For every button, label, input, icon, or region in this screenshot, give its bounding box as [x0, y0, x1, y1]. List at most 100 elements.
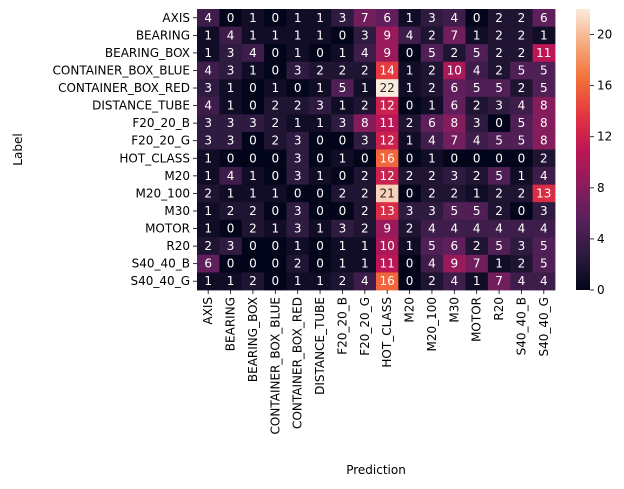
cell-value-label: 3	[316, 99, 324, 113]
heatmap-cell	[197, 167, 220, 186]
colorbar-ticks: 0 4 8 12 16 20	[590, 28, 612, 297]
heatmap-cell	[308, 184, 332, 203]
cell-value-label: 4	[361, 46, 369, 60]
cell-value-label: 4	[450, 11, 458, 25]
cell-value-label: 2	[518, 81, 526, 95]
heatmap-cell	[353, 149, 377, 168]
heatmap-cell	[465, 167, 489, 186]
heatmap-cell	[331, 9, 355, 27]
heatmap-cell	[398, 184, 422, 203]
cell-value-label: 2	[316, 63, 324, 77]
cell-value-label: 4	[204, 63, 212, 77]
cell-value-label: 0	[271, 274, 279, 288]
heatmap-cell	[331, 167, 355, 186]
cell-value-label: 1	[249, 63, 257, 77]
cell-value-label: 2	[361, 99, 369, 113]
cell-value-label: 0	[316, 46, 324, 60]
heatmap-cell	[510, 96, 534, 115]
cell-value-label: 2	[406, 169, 414, 183]
cell-value-label: 0	[227, 151, 235, 165]
heatmap-cell	[286, 202, 310, 221]
cell-value-label: 1	[473, 274, 481, 288]
heatmap-cell	[510, 202, 534, 221]
cell-value-label: 5	[428, 239, 436, 253]
heatmap-cell	[353, 202, 377, 221]
cell-value-label: 0	[249, 151, 257, 165]
cell-value-label: 2	[339, 63, 347, 77]
heatmap-cell	[353, 44, 377, 63]
heatmap-cell	[308, 167, 332, 186]
heatmap-cell	[286, 44, 310, 63]
cell-value-label: 3	[339, 222, 347, 236]
cell-value-label: 1	[271, 222, 279, 236]
cell-value-label: 1	[339, 99, 347, 113]
cell-value-label: 2	[495, 46, 503, 60]
cell-value-label: 3	[227, 63, 235, 77]
heatmap-cell	[264, 254, 287, 273]
heatmap-cell	[443, 219, 466, 238]
heatmap-cell	[376, 96, 399, 115]
cell-value-label: 2	[249, 204, 257, 218]
cell-value-label: 11	[536, 46, 551, 60]
heatmap-cell	[532, 114, 556, 133]
heatmap-cell	[241, 149, 265, 168]
heatmap-cell	[398, 79, 422, 98]
cell-value-label: 0	[473, 11, 481, 25]
x-tick-label: F20_20_B	[335, 297, 349, 355]
cell-value-label: 4	[540, 169, 548, 183]
cell-value-label: 1	[339, 46, 347, 60]
heatmap-cell	[443, 202, 466, 221]
heatmap-cell	[465, 79, 489, 98]
cell-value-label: 0	[227, 11, 235, 25]
cell-value-label: 0	[518, 151, 526, 165]
heatmap-cell	[465, 26, 489, 45]
heatmap-cell	[286, 219, 310, 238]
heatmap-cell	[219, 202, 243, 221]
heatmap-cell	[420, 219, 444, 238]
cell-value-label: 2	[227, 204, 235, 218]
heatmap-cell	[420, 167, 444, 186]
cell-value-label: 4	[428, 222, 436, 236]
heatmap-cell	[219, 61, 243, 80]
heatmap-cell	[465, 202, 489, 221]
cell-value-label: 3	[428, 11, 436, 25]
heatmap-cell	[510, 184, 534, 203]
cell-value-label: 3	[204, 81, 212, 95]
cell-value-label: 3	[294, 63, 302, 77]
heatmap-cell	[308, 79, 332, 98]
heatmap-cell	[465, 254, 489, 273]
heatmap-cell	[443, 254, 466, 273]
cell-value-label: 0	[294, 186, 302, 200]
heatmap-cell	[487, 184, 511, 203]
cell-value-label: 4	[518, 99, 526, 113]
heatmap-cell	[241, 9, 265, 27]
heatmap-cell	[420, 9, 444, 27]
cell-value-label: 16	[380, 151, 395, 165]
heatmap-cell	[376, 237, 399, 256]
heatmap-cell	[353, 114, 377, 133]
cell-value-label: 1	[294, 116, 302, 130]
heatmap-cell	[308, 219, 332, 238]
heatmap-cell	[331, 272, 355, 291]
cell-value-label: 4	[518, 222, 526, 236]
cell-value-label: 0	[249, 81, 257, 95]
cell-value-label: 1	[406, 239, 414, 253]
cell-value-label: 1	[361, 81, 369, 95]
heatmap-cell	[331, 237, 355, 256]
heatmap-cell	[376, 202, 399, 221]
cell-value-label: 2	[204, 186, 212, 200]
heatmap-cell	[353, 254, 377, 273]
heatmap-cells	[197, 9, 556, 291]
cell-value-label: 1	[473, 186, 481, 200]
cell-value-label: 0	[406, 151, 414, 165]
heatmap-cell	[241, 61, 265, 80]
y-tick-label: BEARING	[136, 28, 190, 42]
heatmap-cell	[241, 237, 265, 256]
heatmap-cell	[398, 96, 422, 115]
cell-value-label: 4	[540, 222, 548, 236]
cell-value-label: 1	[406, 63, 414, 77]
cell-value-label: 2	[271, 116, 279, 130]
cell-value-label: 1	[294, 239, 302, 253]
heatmap-cell	[197, 61, 220, 80]
